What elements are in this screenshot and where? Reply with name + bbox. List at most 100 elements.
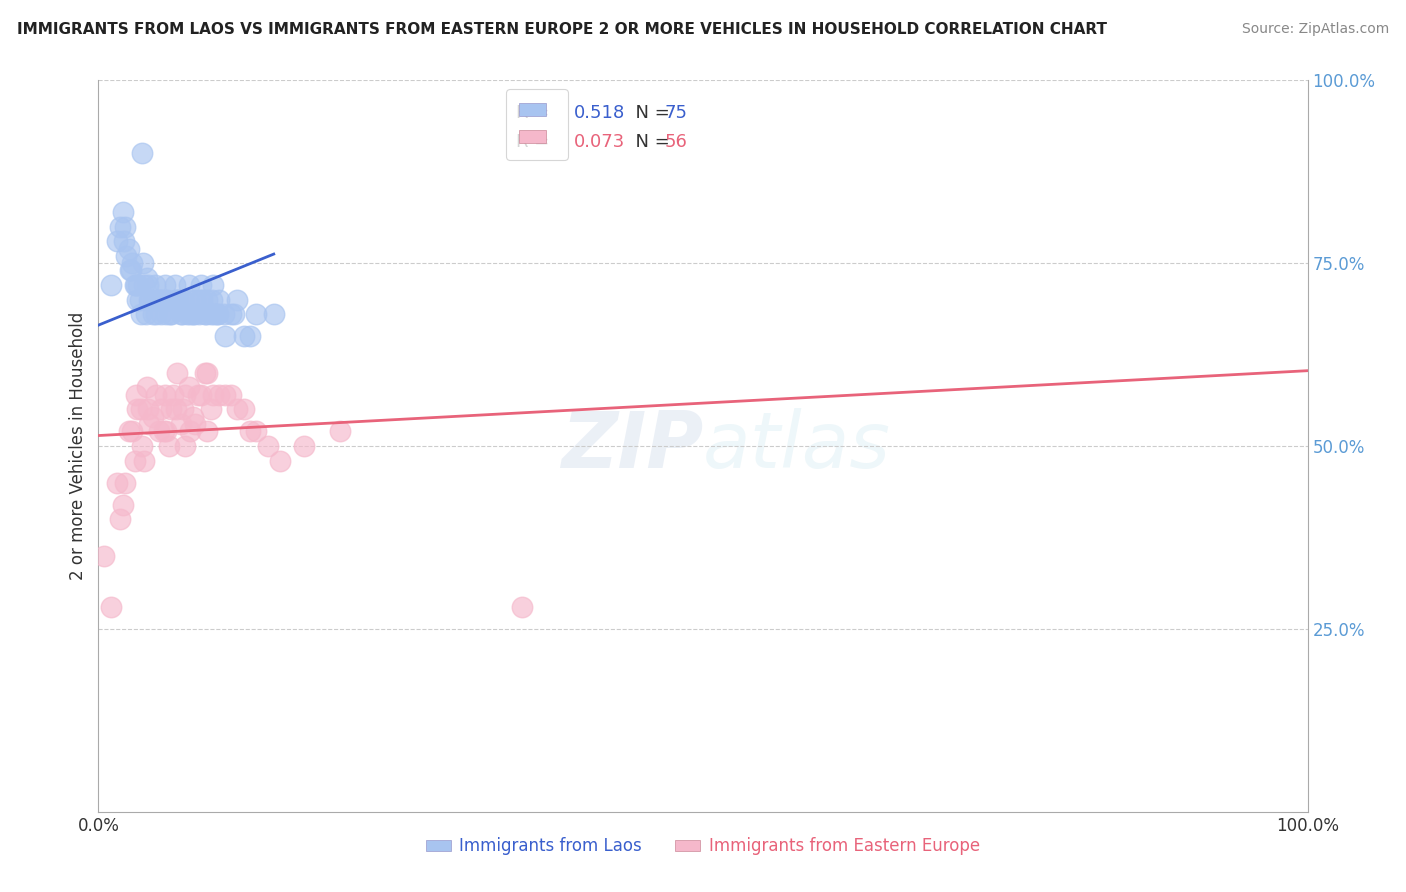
Point <box>181 409 204 424</box>
Point <box>167 293 190 307</box>
Point <box>510 599 533 614</box>
Point <box>121 256 143 270</box>
Point <box>194 366 217 380</box>
Point <box>155 307 177 321</box>
Point <box>100 278 122 293</box>
Point <box>239 329 262 343</box>
Point <box>184 417 207 431</box>
Point <box>200 307 222 321</box>
Point <box>172 402 194 417</box>
Point <box>149 293 172 307</box>
Point <box>170 307 193 321</box>
Point <box>165 402 187 417</box>
Text: Source: ZipAtlas.com: Source: ZipAtlas.com <box>1241 22 1389 37</box>
Point <box>114 475 136 490</box>
Y-axis label: 2 or more Vehicles in Household: 2 or more Vehicles in Household <box>69 312 87 580</box>
Point <box>153 278 176 293</box>
Point <box>187 388 209 402</box>
Text: ZIP: ZIP <box>561 408 703 484</box>
Point <box>145 388 167 402</box>
Point <box>221 388 243 402</box>
Point <box>150 402 173 417</box>
Point <box>190 278 212 293</box>
Point <box>184 293 207 307</box>
Point <box>142 409 165 424</box>
Point <box>112 234 135 248</box>
Point <box>214 329 236 343</box>
Point <box>111 498 134 512</box>
Point <box>131 439 153 453</box>
Text: N =: N = <box>624 134 676 152</box>
Point <box>152 425 174 439</box>
Point <box>174 439 197 453</box>
Point <box>131 146 153 161</box>
Point <box>200 402 222 417</box>
Point <box>125 388 148 402</box>
Point <box>159 307 181 321</box>
Point <box>108 219 131 234</box>
Point <box>142 307 165 321</box>
Point <box>139 293 162 307</box>
Text: R =: R = <box>516 134 554 152</box>
Point <box>162 388 184 402</box>
Point <box>201 293 224 307</box>
Point <box>166 293 188 307</box>
Point <box>135 270 157 285</box>
Point <box>169 417 191 431</box>
Point <box>127 293 149 307</box>
Point <box>136 278 159 293</box>
Point <box>125 278 148 293</box>
Point <box>263 307 285 321</box>
Point <box>135 307 157 321</box>
Point <box>160 307 183 321</box>
Text: atlas: atlas <box>703 408 891 484</box>
Point <box>129 307 152 321</box>
Point <box>165 293 187 307</box>
Point <box>127 278 149 293</box>
Point <box>195 366 218 380</box>
Legend: Immigrants from Laos, Immigrants from Eastern Europe: Immigrants from Laos, Immigrants from Ea… <box>419 830 987 862</box>
Point <box>195 293 218 307</box>
Point <box>179 307 201 321</box>
Point <box>156 293 179 307</box>
Point <box>179 278 201 293</box>
Point <box>160 402 183 417</box>
Point <box>207 307 229 321</box>
Point <box>148 293 170 307</box>
Point <box>245 307 267 321</box>
Point <box>226 402 249 417</box>
Point <box>93 549 115 563</box>
Point <box>150 307 173 321</box>
Text: IMMIGRANTS FROM LAOS VS IMMIGRANTS FROM EASTERN EUROPE 2 OR MORE VEHICLES IN HOU: IMMIGRANTS FROM LAOS VS IMMIGRANTS FROM … <box>17 22 1107 37</box>
Point <box>179 380 201 394</box>
Point <box>100 599 122 614</box>
Point <box>329 425 352 439</box>
Point <box>188 293 211 307</box>
Point <box>195 425 218 439</box>
Point <box>232 329 254 343</box>
Point <box>269 453 291 467</box>
Point <box>134 278 156 293</box>
Point <box>128 293 150 307</box>
Point <box>177 293 200 307</box>
Point <box>172 293 194 307</box>
Point <box>153 388 176 402</box>
Point <box>239 425 262 439</box>
Point <box>179 425 201 439</box>
Point <box>111 205 134 219</box>
Point <box>105 475 128 490</box>
Point <box>191 293 214 307</box>
Point <box>214 388 236 402</box>
Point <box>155 425 177 439</box>
Point <box>194 307 217 321</box>
Text: N =: N = <box>624 104 676 122</box>
Point <box>138 293 160 307</box>
Point <box>183 307 205 321</box>
Point <box>187 307 209 321</box>
Point <box>145 307 167 321</box>
Point <box>204 307 226 321</box>
Point <box>208 388 231 402</box>
Point <box>115 249 138 263</box>
Point <box>212 307 235 321</box>
Text: R =: R = <box>516 104 554 122</box>
